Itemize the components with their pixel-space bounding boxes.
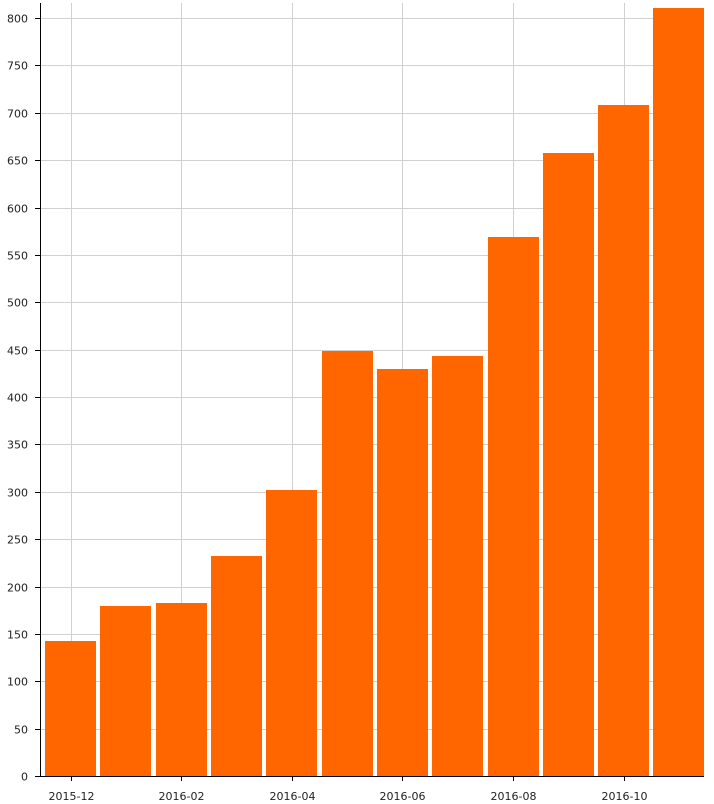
y-tick-label: 700: [7, 108, 28, 121]
y-tick-label: 400: [7, 392, 28, 405]
x-tick-label: 2016-10: [602, 790, 648, 803]
x-tick-label: 2016-06: [380, 790, 426, 803]
bars: [45, 8, 704, 776]
bar-2016-08: [488, 237, 539, 776]
bar-2016-06: [377, 369, 428, 776]
x-tick-label: 2016-04: [270, 790, 316, 803]
x-axis-tick-labels: 2015-12 2016-02 2016-04 2016-06 2016-08 2016-…: [49, 790, 648, 803]
y-tick-label: 350: [7, 439, 28, 452]
bar-2016-09: [543, 153, 594, 776]
x-tick-label: 2016-08: [491, 790, 537, 803]
x-tick-label: 2015-12: [49, 790, 95, 803]
bar-2016-03: [211, 556, 262, 776]
axes: [35, 3, 704, 781]
y-tick-label: 50: [14, 724, 28, 737]
y-tick-label: 300: [7, 487, 28, 500]
bar-2016-05: [322, 351, 373, 776]
y-tick-label: 600: [7, 203, 28, 216]
y-tick-label: 550: [7, 250, 28, 263]
y-tick-label: 100: [7, 676, 28, 689]
bar-2016-02: [156, 603, 207, 776]
y-axis-tick-labels: 0 50 100 150 200 250 300 350 400 450 500 550 600 650 7…: [7, 13, 28, 784]
bar-2016-01: [100, 606, 151, 776]
y-tick-label: 650: [7, 155, 28, 168]
bar-2015-12: [45, 641, 96, 776]
y-tick-label: 800: [7, 13, 28, 26]
y-tick-label: 500: [7, 297, 28, 310]
y-tick-label: 750: [7, 60, 28, 73]
y-tick-label: 450: [7, 345, 28, 358]
y-tick-label: 200: [7, 582, 28, 595]
y-tick-label: 0: [21, 771, 28, 784]
bar-2016-10: [598, 105, 649, 776]
bar-2016-04: [266, 490, 317, 776]
x-tick-label: 2016-02: [159, 790, 205, 803]
bar-2016-07: [432, 356, 483, 776]
y-tick-label: 250: [7, 534, 28, 547]
y-tick-label: 150: [7, 629, 28, 642]
bar-2016-11: [653, 8, 704, 776]
